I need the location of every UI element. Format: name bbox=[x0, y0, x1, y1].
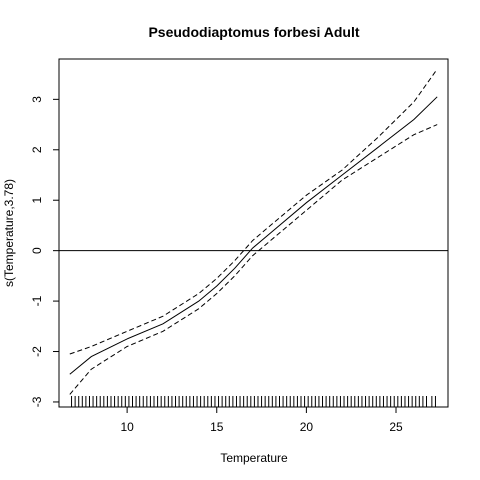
x-tick-label: 20 bbox=[300, 420, 314, 434]
lower-ci-line bbox=[69, 124, 438, 395]
y-tick-label: 0 bbox=[30, 247, 44, 254]
x-tick-label: 15 bbox=[210, 420, 224, 434]
plot-frame bbox=[58, 58, 449, 408]
chart-title: Pseudodiaptomus forbesi Adult bbox=[148, 24, 359, 40]
x-tick-label: 10 bbox=[120, 420, 134, 434]
y-tick-label: -1 bbox=[30, 295, 44, 306]
fit-line bbox=[69, 96, 438, 375]
y-axis-label: s(Temperature,3.78) bbox=[2, 179, 16, 287]
y-tick-label: -3 bbox=[30, 396, 44, 407]
y-tick-label: 2 bbox=[30, 146, 44, 153]
y-tick-label: 3 bbox=[30, 96, 44, 103]
x-tick-label: 25 bbox=[389, 420, 403, 434]
x-axis-label: Temperature bbox=[220, 451, 288, 465]
y-tick-label: -2 bbox=[30, 346, 44, 357]
y-tick-label: 1 bbox=[30, 197, 44, 204]
plot-area: 10 15 20 25 -3 -2 -1 0 1 2 3 bbox=[30, 68, 448, 434]
upper-ci-line bbox=[69, 68, 438, 355]
